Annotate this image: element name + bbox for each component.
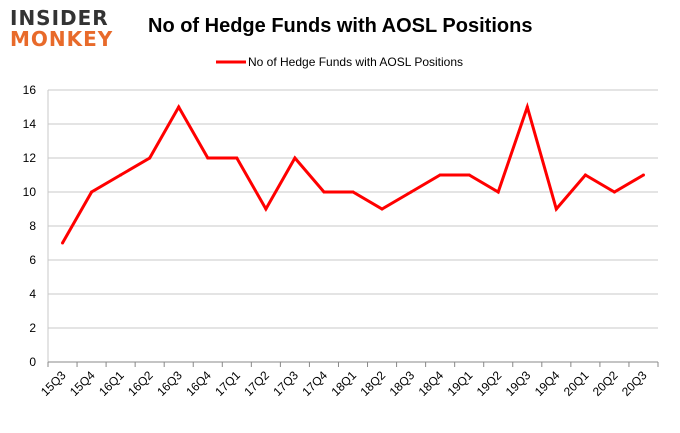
x-tick-label: 17Q3: [270, 368, 301, 399]
logo-line-2: MONKEY: [10, 27, 114, 51]
y-tick-label: 8: [29, 219, 36, 233]
x-tick-label: 16Q2: [125, 368, 156, 399]
data-point: [496, 190, 500, 194]
data-point: [554, 207, 558, 211]
insider-monkey-logo: INSIDER MONKEY: [10, 8, 128, 49]
y-tick-label: 4: [29, 287, 36, 301]
x-tick-label: 15Q4: [67, 368, 98, 399]
x-tick-label: 18Q1: [328, 368, 359, 399]
data-point: [206, 156, 210, 160]
data-point: [90, 190, 94, 194]
y-tick-label: 14: [23, 117, 37, 131]
x-tick-label: 16Q1: [96, 368, 127, 399]
data-point: [409, 190, 413, 194]
y-tick-label: 12: [23, 151, 37, 165]
data-point: [235, 156, 239, 160]
data-point: [177, 105, 181, 109]
x-tick-label: 19Q4: [532, 368, 563, 399]
x-tick-label: 20Q3: [619, 368, 650, 399]
data-point: [61, 241, 65, 245]
x-tick-label: 18Q3: [387, 368, 418, 399]
x-tick-label: 19Q1: [445, 368, 476, 399]
data-point: [380, 207, 384, 211]
data-point: [293, 156, 297, 160]
x-tick-label: 17Q1: [212, 368, 243, 399]
y-tick-label: 6: [29, 253, 36, 267]
x-tick-label: 15Q3: [38, 368, 69, 399]
y-tick-label: 10: [23, 185, 37, 199]
data-point: [438, 173, 442, 177]
data-point: [264, 207, 268, 211]
x-tick-label: 16Q4: [183, 368, 214, 399]
y-tick-label: 0: [29, 355, 36, 369]
chart-title: No of Hedge Funds with AOSL Positions: [148, 15, 533, 37]
x-tick-label: 17Q2: [241, 368, 272, 399]
series-line: [61, 101, 645, 244]
x-tick-label: 19Q3: [503, 368, 534, 399]
data-point: [322, 190, 326, 194]
data-point: [525, 105, 529, 109]
y-tick-label: 2: [29, 321, 36, 335]
legend-label: No of Hedge Funds with AOSL Positions: [248, 55, 463, 69]
data-point: [351, 190, 355, 194]
x-tick-label: 19Q2: [474, 368, 505, 399]
data-point: [467, 173, 471, 177]
data-point: [641, 173, 645, 177]
data-point: [583, 173, 587, 177]
x-tick-label: 20Q2: [590, 368, 621, 399]
data-point: [612, 190, 616, 194]
data-point: [119, 173, 123, 177]
y-tick-label: 16: [23, 83, 37, 97]
logo-line-1: INSIDER: [10, 6, 109, 30]
x-tick-label: 16Q3: [154, 368, 185, 399]
x-tick-label: 18Q2: [358, 368, 389, 399]
data-point: [148, 156, 152, 160]
x-tick-label: 18Q4: [416, 368, 447, 399]
x-tick-label: 17Q4: [299, 368, 330, 399]
x-tick-label: 20Q1: [561, 368, 592, 399]
